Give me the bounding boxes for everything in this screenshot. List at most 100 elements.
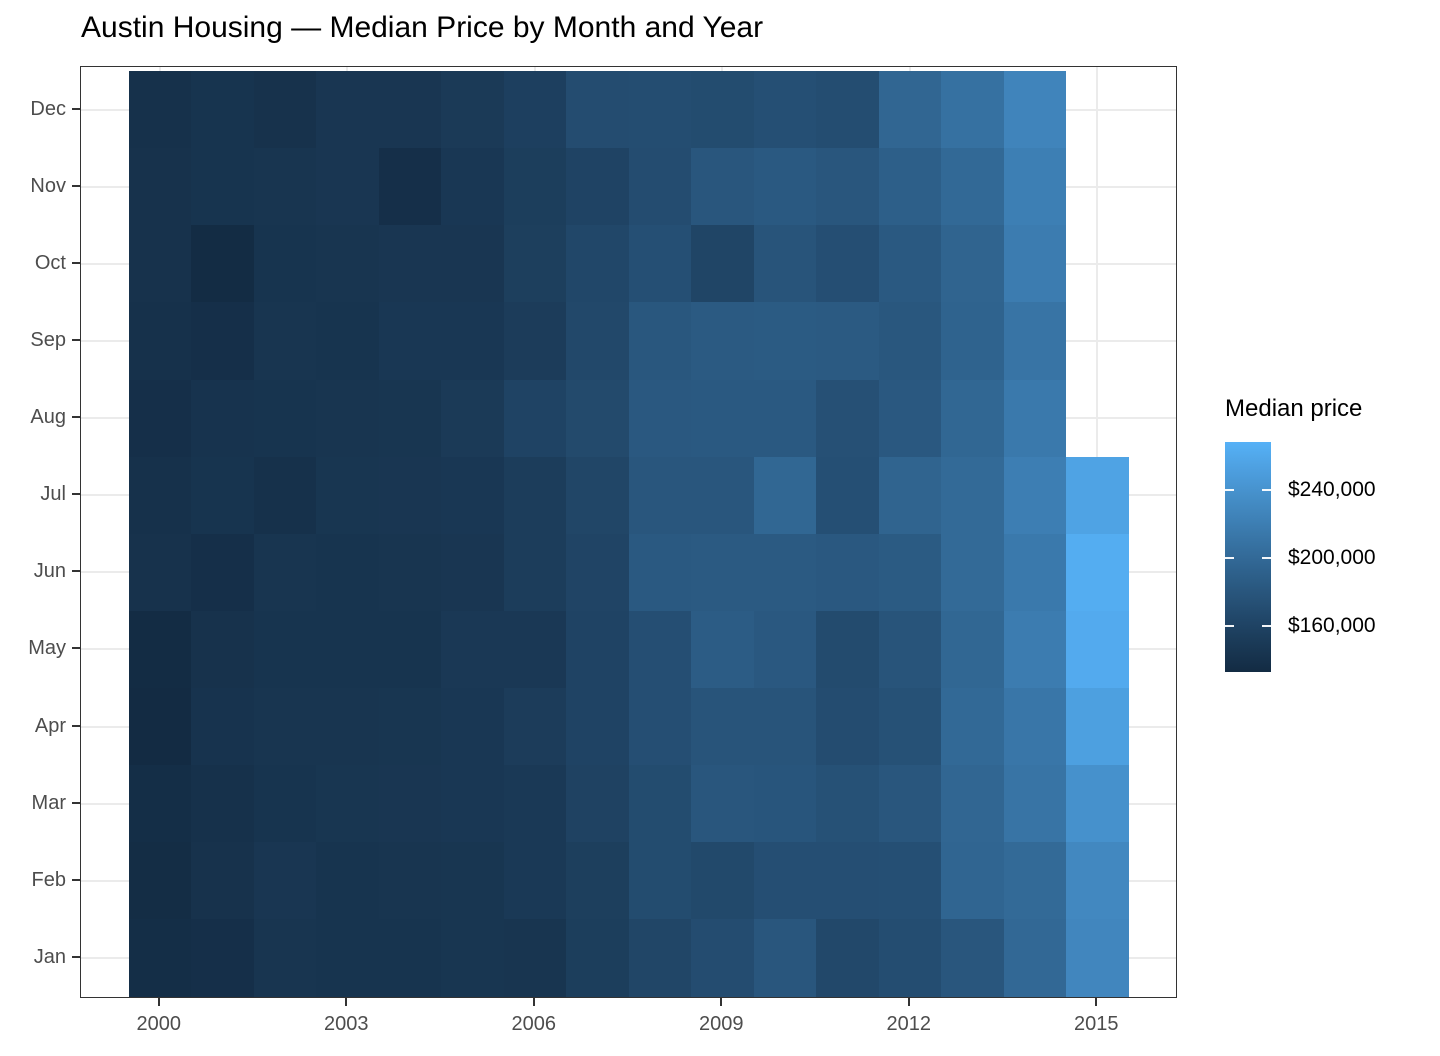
heatmap-cell — [191, 148, 254, 225]
heatmap-cell — [254, 148, 316, 225]
legend-tick-mark — [1262, 625, 1271, 627]
heatmap-cell — [379, 71, 441, 148]
heatmap-cell — [254, 225, 316, 302]
heatmap-cell — [191, 380, 254, 457]
heatmap-cell — [754, 919, 816, 997]
y-axis-tick-label: Jul — [40, 483, 66, 506]
heatmap-cell — [254, 380, 316, 457]
heatmap-cell — [754, 380, 816, 457]
heatmap-cell — [441, 457, 504, 534]
heatmap-cell — [566, 842, 629, 919]
legend: Median price $240,000 $200,000 $160,000 — [1210, 392, 1435, 692]
heatmap-cell — [1004, 534, 1066, 611]
heatmap-cell — [1004, 71, 1066, 148]
heatmap-cell — [566, 611, 629, 688]
y-axis-tick-label: Mar — [31, 791, 66, 814]
heatmap-cell — [504, 534, 566, 611]
heatmap-cell — [816, 148, 879, 225]
heatmap-cell — [816, 71, 879, 148]
heatmap-cell — [254, 457, 316, 534]
heatmap-cell — [816, 765, 879, 842]
heatmap-cell — [379, 302, 441, 380]
heatmap-cell — [129, 534, 191, 611]
heatmap-cell — [691, 842, 754, 919]
x-axis-tick-mark — [1095, 998, 1098, 1006]
heatmap-cell — [816, 842, 879, 919]
heatmap-cell — [629, 611, 691, 688]
y-axis-tick-mark — [72, 261, 80, 264]
heatmap-cell — [816, 611, 879, 688]
heatmap-cell — [191, 611, 254, 688]
heatmap-cell — [191, 302, 254, 380]
heatmap-cell — [629, 148, 691, 225]
y-axis-tick-mark — [72, 878, 80, 881]
x-axis-tick-mark — [345, 998, 348, 1006]
heatmap-cell — [129, 842, 191, 919]
heatmap-cell — [566, 919, 629, 997]
y-axis-tick-label: Apr — [34, 714, 66, 737]
heatmap-cell — [691, 71, 754, 148]
heatmap-cell — [191, 457, 254, 534]
heatmap-cell — [879, 919, 941, 997]
heatmap-cell — [129, 457, 191, 534]
heatmap-cell — [1066, 688, 1129, 765]
y-axis-tick-mark — [72, 801, 80, 804]
heatmap-cell — [191, 534, 254, 611]
heatmap-cell — [379, 842, 441, 919]
heatmap-cell — [941, 688, 1004, 765]
heatmap-cell — [504, 380, 566, 457]
heatmap-cell — [254, 302, 316, 380]
y-axis-tick-label: Dec — [30, 97, 66, 120]
heatmap-cell — [441, 148, 504, 225]
heatmap-cell — [316, 611, 379, 688]
legend-tick-mark — [1225, 488, 1234, 491]
heatmap-cell — [254, 919, 316, 997]
heatmap-cell — [754, 457, 816, 534]
heatmap-cell — [1004, 611, 1066, 688]
heatmap-cell — [316, 919, 379, 997]
heatmap-cell — [441, 71, 504, 148]
heatmap-cell — [316, 71, 379, 148]
heatmap-cell — [691, 380, 754, 457]
y-axis-tick-label: Aug — [30, 406, 66, 429]
y-axis-tick-mark — [72, 107, 80, 110]
heatmap-cell — [941, 148, 1004, 225]
heatmap-cell — [629, 71, 691, 148]
heatmap-cell — [816, 688, 879, 765]
heatmap-cell — [1004, 225, 1066, 302]
legend-title: Median price — [1225, 395, 1363, 422]
x-axis-tick-label: 2003 — [324, 1013, 369, 1035]
heatmap-cell — [754, 225, 816, 302]
heatmap-cell — [504, 457, 566, 534]
heatmap-cell — [1004, 302, 1066, 380]
heatmap-cell — [629, 765, 691, 842]
heatmap-cell — [316, 842, 379, 919]
legend-tick-label: $160,000 — [1288, 614, 1376, 637]
heatmap-panel — [80, 66, 1177, 998]
heatmap-cell — [754, 302, 816, 380]
heatmap-cell — [191, 688, 254, 765]
heatmap-cell — [566, 688, 629, 765]
heatmap-cell — [1004, 842, 1066, 919]
heatmap-cell — [504, 71, 566, 148]
heatmap-cell — [254, 611, 316, 688]
heatmap-cell — [1004, 765, 1066, 842]
x-axis-tick-mark — [532, 998, 535, 1006]
heatmap-cell — [816, 302, 879, 380]
heatmap-cell — [191, 225, 254, 302]
heatmap-cell — [1066, 534, 1129, 611]
heatmap-cell — [691, 225, 754, 302]
heatmap-cell — [691, 457, 754, 534]
heatmap-cell — [566, 380, 629, 457]
x-axis-tick-mark — [907, 998, 910, 1006]
heatmap-cell — [254, 688, 316, 765]
y-axis-tick-mark — [72, 570, 80, 573]
heatmap-cell — [941, 842, 1004, 919]
heatmap-cell — [941, 457, 1004, 534]
heatmap-cell — [379, 148, 441, 225]
y-axis-tick-mark — [72, 338, 80, 341]
heatmap-cell — [316, 225, 379, 302]
heatmap-cell — [129, 919, 191, 997]
y-axis-tick-mark — [72, 724, 80, 727]
heatmap-cell — [316, 688, 379, 765]
